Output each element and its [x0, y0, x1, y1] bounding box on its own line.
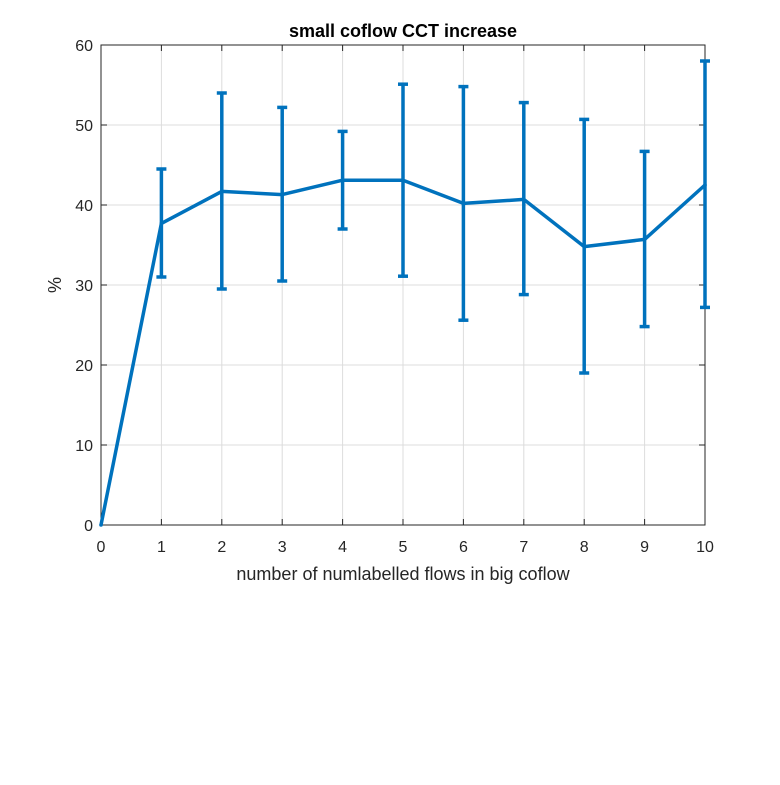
- y-tick-label: 10: [75, 438, 93, 455]
- axis-ticks: 0 1 2 3 4 5 6 7 8 9 10 0 10 20 30 40 50 60: [75, 38, 714, 556]
- data-point: [280, 192, 285, 197]
- x-tick-label: 2: [217, 539, 226, 556]
- x-axis-label: number of numlabelled flows in big coflo…: [236, 564, 570, 584]
- x-tick-label: 5: [399, 539, 408, 556]
- x-tick-label: 0: [97, 539, 106, 556]
- data-point: [582, 244, 586, 249]
- data-series: [99, 59, 710, 527]
- y-tick-label: 30: [75, 278, 93, 295]
- x-tick-label: 4: [338, 539, 347, 556]
- chart-title: small coflow CCT increase: [289, 21, 517, 41]
- y-tick-label: 60: [75, 38, 93, 55]
- x-tick-label: 3: [278, 539, 287, 556]
- y-tick-label: 50: [75, 118, 93, 135]
- x-tick-label: 9: [640, 539, 649, 556]
- data-point: [522, 197, 526, 202]
- x-tick-label: 7: [519, 539, 528, 556]
- data-point: [340, 178, 345, 182]
- x-tick-label: 8: [580, 539, 589, 556]
- data-point: [461, 201, 466, 206]
- y-tick-label: 20: [75, 358, 93, 375]
- y-tick-label: 40: [75, 198, 93, 215]
- data-point: [401, 178, 405, 182]
- y-tick-label: 0: [84, 518, 93, 535]
- x-tick-label: 10: [696, 539, 714, 556]
- y-axis-label: %: [45, 277, 65, 293]
- data-point: [220, 189, 224, 194]
- x-tick-label: 6: [459, 539, 468, 556]
- data-point: [642, 237, 647, 242]
- data-point: [159, 221, 164, 226]
- data-point: [703, 183, 707, 187]
- x-tick-label: 1: [157, 539, 166, 556]
- data-point: [99, 523, 103, 527]
